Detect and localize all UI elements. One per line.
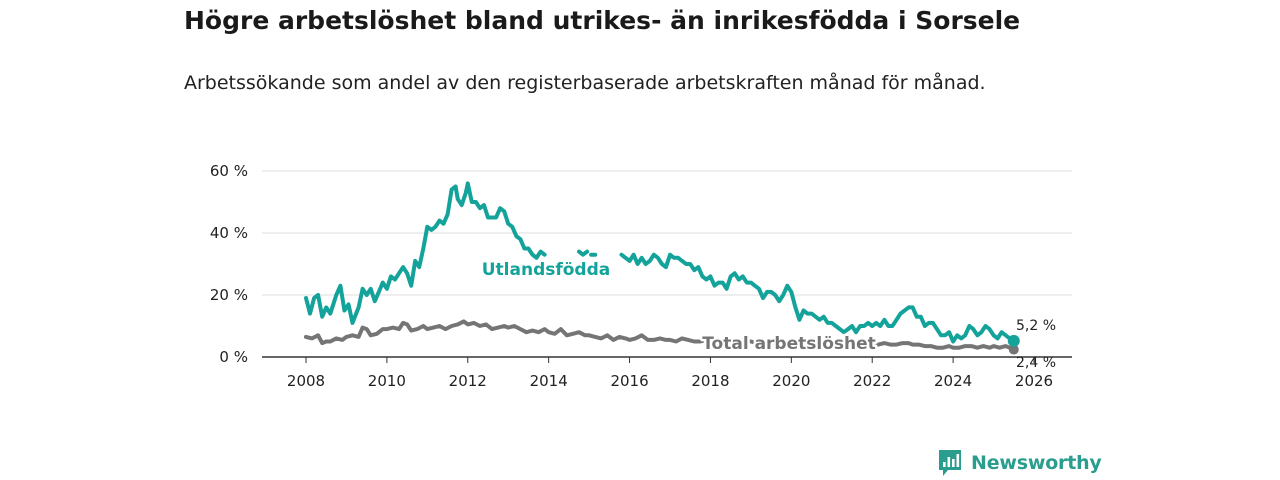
series-labels: 5,2 %2,4 %UtlandsföddaUtlandsföddaTotal … [479, 258, 1056, 372]
series-line-utlandsfodda [304, 181, 547, 325]
series-label-utlandsfodda-halo: Utlandsfödda [482, 260, 611, 280]
grid-lines [262, 170, 1072, 296]
x-tick-label: 2008 [287, 372, 325, 390]
y-tick-label: 40 % [210, 224, 248, 242]
x-tick-label: 2024 [934, 372, 972, 390]
series-label-utlandsfodda: Utlandsfödda [482, 260, 611, 280]
newsworthy-chart-icon [939, 450, 961, 476]
chart-subtitle: Arbetssökande som andel av den registerb… [184, 72, 986, 94]
x-tick-label: 2026 [1015, 372, 1053, 390]
x-tick-label: 2012 [449, 372, 487, 390]
y-tick-label: 60 % [210, 162, 248, 180]
y-tick-label: 20 % [210, 286, 248, 304]
x-tick-label: 2016 [610, 372, 648, 390]
end-label-total: 2,4 % [1016, 355, 1056, 371]
end-point-total [1008, 344, 1019, 355]
x-tick-label: 2022 [853, 372, 891, 390]
series-label-total: Total arbetslöshet [702, 334, 876, 354]
end-point-utlandsfodda [1007, 334, 1020, 347]
x-tick-label: 2018 [691, 372, 729, 390]
end-label-utlandsfodda: 5,2 % [1016, 318, 1056, 334]
series-line-utlandsfodda [619, 252, 1016, 344]
series-line-utlandsfodda [577, 249, 590, 257]
newsworthy-logo: Newsworthy [937, 448, 1102, 478]
x-tick-label: 2014 [530, 372, 568, 390]
x-tick-label: 2020 [772, 372, 810, 390]
series-lines [304, 181, 1016, 352]
chart-title: Högre arbetslöshet bland utrikes- än inr… [184, 6, 1021, 35]
y-tick-label: 0 % [219, 348, 248, 366]
series-label-total-halo: Total arbetslöshet [702, 334, 876, 354]
x-tick-label: 2010 [368, 372, 406, 390]
logo-text: Newsworthy [971, 452, 1102, 474]
series-line-total [304, 319, 1016, 352]
axes: 0 % 20 % 40 % 60 % 2008 2010 2012 2014 2016 2018 2… [210, 162, 1072, 390]
